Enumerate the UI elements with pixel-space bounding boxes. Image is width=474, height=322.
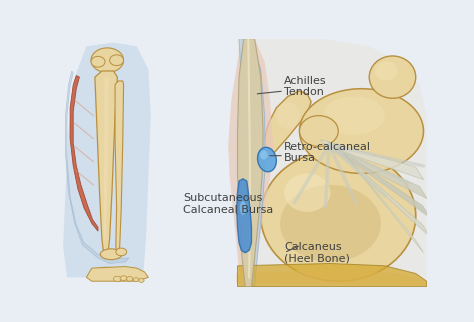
Polygon shape xyxy=(237,179,251,253)
Polygon shape xyxy=(95,71,118,258)
Ellipse shape xyxy=(284,173,330,212)
Polygon shape xyxy=(63,43,151,277)
Polygon shape xyxy=(320,139,423,180)
Ellipse shape xyxy=(120,276,127,280)
Polygon shape xyxy=(239,39,265,287)
Ellipse shape xyxy=(133,278,139,281)
Polygon shape xyxy=(328,142,430,218)
Ellipse shape xyxy=(260,150,268,159)
Ellipse shape xyxy=(240,201,246,215)
Ellipse shape xyxy=(91,48,124,72)
Ellipse shape xyxy=(300,89,423,173)
Polygon shape xyxy=(262,91,311,160)
Ellipse shape xyxy=(127,277,133,281)
Text: Subcutaneous
Calcaneal Bursa: Subcutaneous Calcaneal Bursa xyxy=(183,194,273,215)
Ellipse shape xyxy=(369,56,416,98)
Ellipse shape xyxy=(257,147,276,172)
Text: Retro-calcaneal
Bursa: Retro-calcaneal Bursa xyxy=(284,142,371,163)
Polygon shape xyxy=(70,76,98,231)
Polygon shape xyxy=(103,77,109,239)
Text: Calcaneus
(Heel Bone): Calcaneus (Heel Bone) xyxy=(284,242,350,263)
Ellipse shape xyxy=(276,102,300,129)
Ellipse shape xyxy=(109,55,124,66)
Ellipse shape xyxy=(100,249,122,260)
Polygon shape xyxy=(65,71,129,263)
Polygon shape xyxy=(236,270,427,285)
Polygon shape xyxy=(237,39,263,287)
Ellipse shape xyxy=(323,96,385,135)
Ellipse shape xyxy=(139,279,144,282)
Polygon shape xyxy=(228,39,273,287)
Polygon shape xyxy=(115,81,124,253)
Polygon shape xyxy=(336,143,423,253)
Ellipse shape xyxy=(374,62,398,80)
Polygon shape xyxy=(332,145,430,237)
Polygon shape xyxy=(86,267,148,281)
Ellipse shape xyxy=(93,267,118,279)
Ellipse shape xyxy=(91,56,105,67)
Ellipse shape xyxy=(261,150,416,281)
Text: Achilles
Tendon: Achilles Tendon xyxy=(284,76,327,97)
Ellipse shape xyxy=(280,185,381,262)
Polygon shape xyxy=(324,143,428,199)
Ellipse shape xyxy=(300,116,338,147)
Ellipse shape xyxy=(113,276,121,281)
Polygon shape xyxy=(237,263,427,287)
Polygon shape xyxy=(237,39,427,287)
Ellipse shape xyxy=(116,248,127,256)
